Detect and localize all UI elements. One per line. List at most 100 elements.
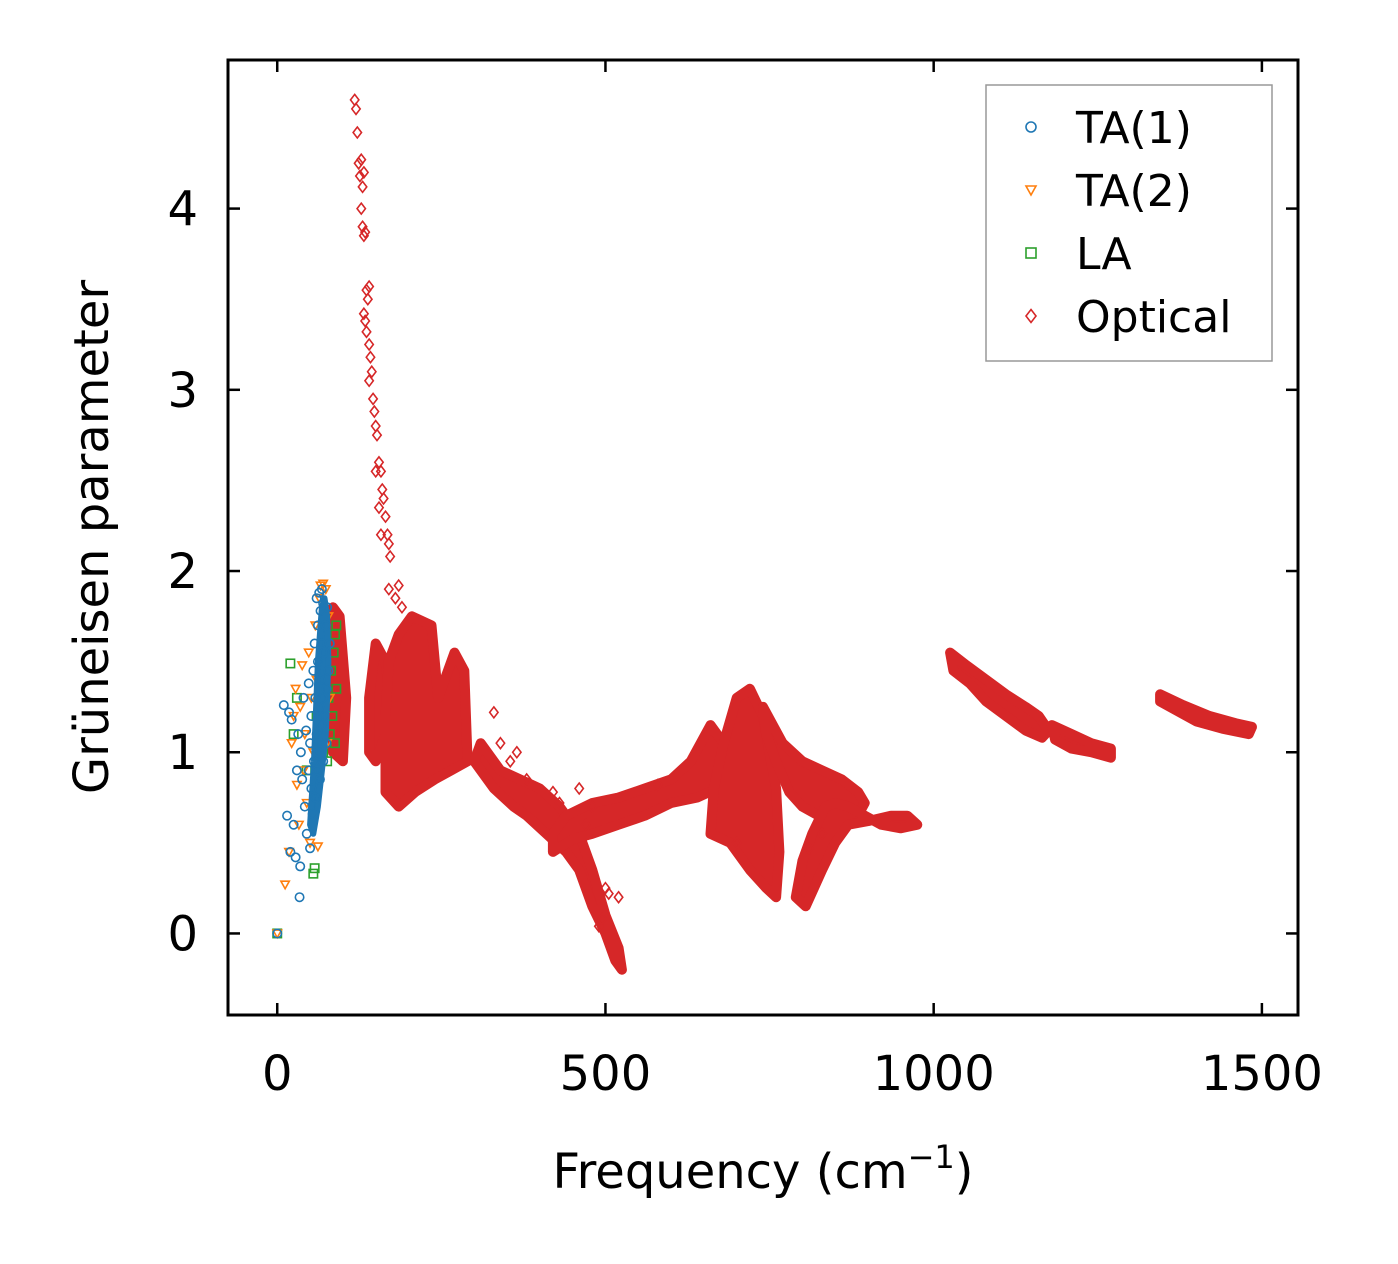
ta1-point <box>315 674 326 685</box>
ta1-point <box>305 843 316 854</box>
ta1-point <box>295 861 306 872</box>
ta1-point <box>303 678 314 689</box>
optical-point <box>356 152 367 167</box>
ta1-point <box>311 593 322 604</box>
ta1-point <box>301 725 312 736</box>
optical-point <box>370 464 381 479</box>
y-tick-label: 3 <box>167 363 198 419</box>
legend-marker-ta1 <box>1025 121 1037 133</box>
ta1-point <box>314 774 325 785</box>
ta1-point <box>282 810 293 821</box>
ta2-point <box>312 842 324 853</box>
ta2-point <box>296 661 308 672</box>
plot-frame <box>226 58 1300 1017</box>
series-ta1 <box>272 584 335 939</box>
ta1-point <box>299 801 310 812</box>
optical-point <box>366 364 377 379</box>
ta2-point <box>291 780 303 791</box>
optical-point <box>488 705 500 720</box>
x-tick-label: 0 <box>262 1046 293 1102</box>
optical-point <box>359 225 371 239</box>
la-point <box>331 620 342 631</box>
optical-point <box>573 781 585 796</box>
ta1-point <box>297 774 308 785</box>
ta1-point <box>321 683 332 694</box>
ta1-point <box>316 720 327 731</box>
ta2-point <box>279 880 291 891</box>
optical-point <box>593 919 605 933</box>
ta1-point <box>285 846 296 857</box>
optical-point <box>603 886 614 901</box>
optical-point <box>380 509 391 524</box>
optical-point <box>652 778 664 792</box>
legend-marker-la <box>1025 247 1037 259</box>
ta1-point <box>298 692 309 703</box>
ta2-point <box>320 584 332 595</box>
ta2-point <box>290 684 302 695</box>
ta1-point <box>323 665 334 676</box>
optical-cluster-9 <box>945 647 1054 743</box>
y-axis-label: Grüneisen parameter <box>64 280 120 795</box>
la-point <box>288 729 299 740</box>
legend: TA(1) TA(2) LA Optical <box>985 84 1273 362</box>
optical-point <box>362 292 374 306</box>
y-tick-label: 0 <box>167 906 198 962</box>
tick-layer: 0 500 1000 1500 0 1 2 3 4 <box>167 60 1323 1102</box>
la-point <box>309 863 320 874</box>
legend-marker-optical <box>1024 308 1038 324</box>
legend-label-optical: Optical <box>1076 292 1231 343</box>
optical-point <box>803 841 815 856</box>
legend-marker-ta2 <box>1024 185 1038 197</box>
optical-point <box>547 785 559 799</box>
x-tick-label: 500 <box>560 1046 652 1102</box>
x-tick-label: 1500 <box>1201 1046 1323 1102</box>
ta1-point <box>310 792 321 803</box>
ta1-point <box>306 710 317 721</box>
optical-point <box>521 772 532 787</box>
ta1-point <box>312 656 323 667</box>
y-tick-label: 2 <box>167 544 198 600</box>
optical-point <box>358 165 370 180</box>
ta1-point <box>290 852 301 863</box>
optical-point <box>363 373 375 388</box>
la-point <box>285 658 296 669</box>
la-point <box>291 692 302 703</box>
optical-cluster-11 <box>1155 689 1257 740</box>
optical-point <box>367 392 379 406</box>
optical-point <box>383 582 395 596</box>
ta1-point <box>312 765 323 776</box>
optical-point <box>580 817 591 832</box>
optical-point <box>816 827 828 841</box>
optical-point <box>363 279 375 294</box>
optical-point <box>369 404 380 419</box>
ta2-point <box>304 838 316 849</box>
ta1-point <box>310 692 321 703</box>
ta1-point <box>324 638 335 649</box>
optical-point <box>587 799 598 814</box>
optical-point <box>371 428 383 442</box>
ta2-point <box>294 702 306 713</box>
optical-point <box>731 836 742 850</box>
ta1-point <box>272 928 283 939</box>
ta1-point <box>288 819 299 830</box>
optical-point <box>396 600 408 615</box>
optical-point <box>383 537 395 551</box>
optical-point <box>495 736 506 750</box>
x-tick-label: 1000 <box>873 1046 995 1102</box>
ta1-point <box>305 738 316 749</box>
ta2-point <box>303 648 315 659</box>
optical-point <box>353 156 364 171</box>
ta1-point <box>291 765 302 776</box>
ta1-point <box>319 647 330 658</box>
la-point <box>331 683 342 694</box>
optical-point <box>378 491 389 506</box>
legend-items: TA(1) TA(2) LA Optical <box>1024 103 1231 343</box>
ta1-point <box>318 756 329 767</box>
optical-point <box>358 306 370 321</box>
optical-point <box>350 102 362 116</box>
x-axis-label-close: ) <box>955 1144 974 1200</box>
legend-label-ta2: TA(2) <box>1075 166 1192 217</box>
ta1-point <box>309 638 320 649</box>
optical-point <box>393 578 404 593</box>
